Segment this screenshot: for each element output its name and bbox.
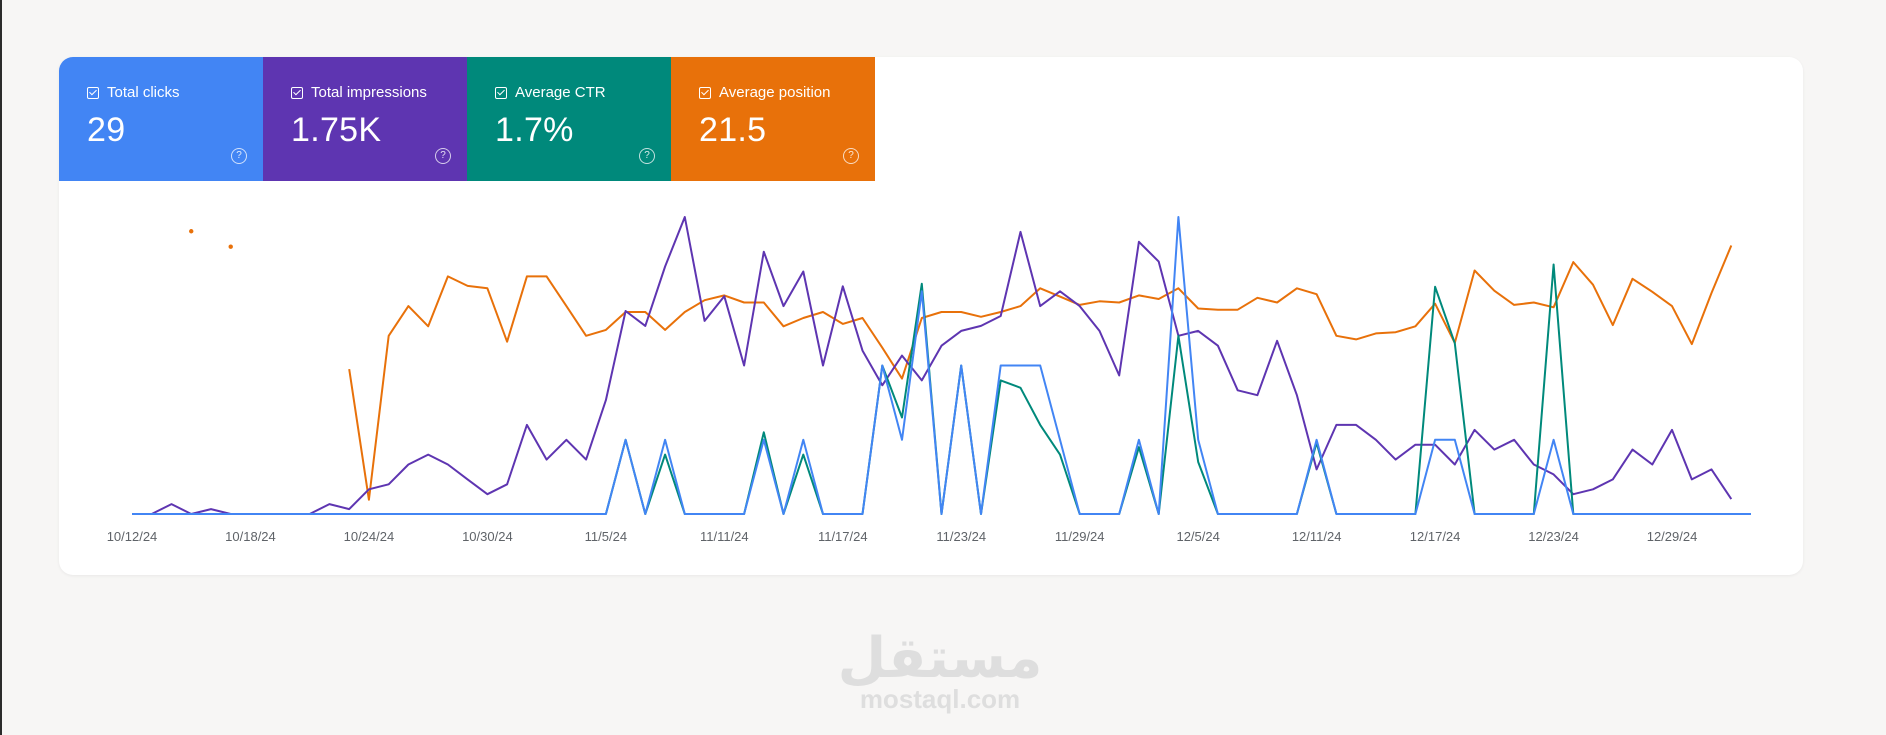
watermark-latin: mostaql.com [859, 684, 1021, 714]
tile-value: 1.7% [495, 111, 574, 149]
checkbox-checked-icon[interactable] [87, 86, 99, 99]
tile-value: 21.5 [699, 111, 767, 149]
x-tick-label: 12/23/24 [1528, 529, 1579, 544]
series-line-average-ctr [132, 263, 1751, 515]
x-tick-label: 12/11/24 [1292, 529, 1342, 544]
x-tick-label: 11/17/24 [818, 529, 868, 544]
tile-label: Total impressions [311, 84, 427, 101]
watermark-arabic: مستقل [837, 626, 1043, 691]
x-tick-label: 11/23/24 [936, 529, 986, 544]
x-tick-label: 10/30/24 [462, 529, 513, 544]
tile-header: Average position [699, 84, 875, 101]
x-tick-label: 10/18/24 [225, 529, 276, 544]
series-line-total-impressions [132, 216, 1733, 515]
watermark: مستقل mostaql.com [815, 628, 1065, 715]
tile-label: Average position [719, 84, 831, 101]
tile-average-position[interactable]: Average position 21.5 ? [671, 57, 875, 181]
series-point [228, 244, 233, 249]
tile-average-ctr[interactable]: Average CTR 1.7% ? [467, 57, 671, 181]
tile-header: Total impressions [291, 84, 467, 101]
checkbox-checked-icon[interactable] [495, 86, 507, 99]
help-circle-icon[interactable]: ? [843, 148, 859, 164]
tile-header: Total clicks [87, 84, 263, 101]
series-point [189, 229, 194, 234]
tile-total-impressions[interactable]: Total impressions 1.75K ? [263, 57, 467, 181]
x-tick-label: 12/5/24 [1176, 529, 1219, 544]
help-circle-icon[interactable]: ? [231, 148, 247, 164]
checkbox-checked-icon[interactable] [699, 86, 711, 99]
x-tick-label: 11/11/24 [700, 529, 749, 544]
performance-card: 10/12/24 10/18/24 10/24/24 10/30/24 11/5/24 1… [59, 57, 1803, 575]
checkbox-checked-icon[interactable] [291, 86, 303, 99]
x-tick-label: 10/24/24 [344, 529, 395, 544]
x-tick-label: 12/29/24 [1647, 529, 1698, 544]
x-tick-label: 12/17/24 [1410, 529, 1461, 544]
tile-value: 1.75K [291, 111, 382, 149]
metric-tiles: Total clicks 29 ? Total impressions 1.75… [59, 57, 875, 181]
help-circle-icon[interactable]: ? [639, 148, 655, 164]
help-circle-icon[interactable]: ? [435, 148, 451, 164]
tile-value: 29 [87, 111, 126, 149]
tile-header: Average CTR [495, 84, 671, 101]
series-line-total-clicks [132, 216, 1751, 515]
x-tick-label: 10/12/24 [107, 529, 158, 544]
x-tick-label: 11/29/24 [1055, 529, 1105, 544]
tile-label: Average CTR [515, 84, 606, 101]
x-tick-label: 11/5/24 [585, 529, 627, 544]
tile-total-clicks[interactable]: Total clicks 29 ? [59, 57, 263, 181]
performance-chart: 10/12/24 10/18/24 10/24/24 10/30/24 11/5/24 1… [107, 216, 1751, 544]
left-edge-rule [0, 0, 2, 735]
series-line-average-position [348, 245, 1733, 501]
tile-label: Total clicks [107, 84, 180, 101]
